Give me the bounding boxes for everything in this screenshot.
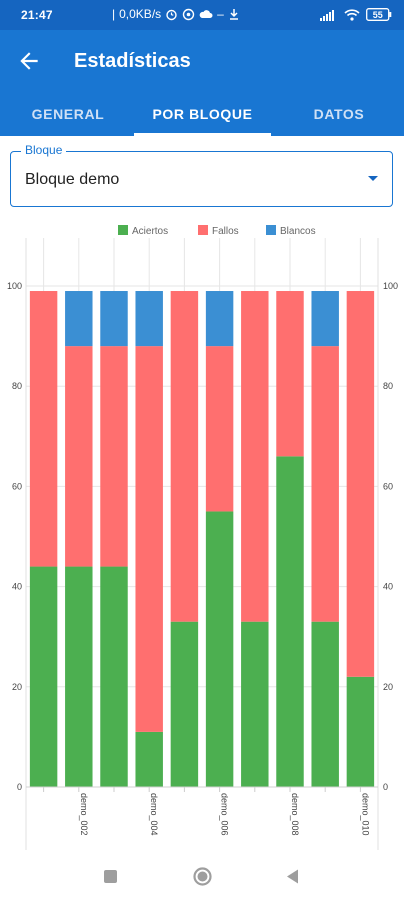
legend-swatch-blancos [266,225,276,235]
legend-label-blancos: Blancos [280,226,316,237]
bar-fallos-demo_008 [276,291,304,457]
bar-aciertos-demo_008 [276,456,304,787]
bar-aciertos-demo_009 [311,621,339,787]
y-tick-left: 40 [12,582,22,592]
svg-text:55: 55 [373,10,383,20]
legend-swatch-aciertos [118,225,128,235]
block-select[interactable]: Bloque Bloque demo [10,143,393,207]
bar-fallos-demo_001 [29,291,58,567]
alarm-icon [166,9,177,20]
bar-aciertos-demo_004 [135,731,163,787]
status-speed: 0,0KB/s [119,7,162,21]
circle-icon[interactable] [193,867,212,886]
bar-blancos-demo_002 [65,291,93,347]
bar-aciertos-demo_006 [205,511,234,787]
chevron-down-icon [368,176,378,181]
page-title: Estadísticas [74,50,191,72]
bar-fallos-demo_009 [311,346,339,622]
y-tick-right: 40 [383,582,393,592]
x-tick-label: demo_004 [149,793,159,836]
legend-label-aciertos: Aciertos [132,226,168,237]
bar-blancos-demo_004 [135,291,163,347]
status-time: 21:47 [21,8,53,22]
bar-fallos-demo_005 [170,291,199,622]
signal-icon [320,9,334,21]
app-bar: Estadísticas [0,30,404,92]
bar-fallos-demo_002 [65,346,93,567]
bar-blancos-demo_009 [311,291,339,347]
bar-aciertos-demo_002 [65,566,93,787]
bar-fallos-demo_003 [100,346,128,567]
arrow-left-icon[interactable] [16,48,42,74]
status-dash: – [217,7,224,21]
block-select-label: Bloque [21,143,67,157]
bar-fallos-demo_007 [241,291,269,622]
x-tick-label: demo_006 [220,793,230,836]
stacked-bar-chart: Aciertos Fallos Blancos 0 0 20 20 40 40 60 60 80 80 1… [7,225,398,850]
status-right-icons: 55 [320,8,392,21]
tab-datos[interactable]: DATOS [313,106,365,122]
y-tick-left: 80 [12,381,22,391]
tab-indicator [134,133,271,136]
x-tick-label: demo_008 [290,793,300,836]
y-tick-right: 0 [383,782,388,792]
status-left-icons: | 0,0KB/s – [112,7,240,21]
bar-aciertos-demo_005 [170,621,199,787]
square-icon[interactable] [104,870,117,883]
whatsapp-icon [182,8,195,20]
bar-aciertos-demo_007 [241,621,269,787]
bar-blancos-demo_006 [205,291,234,347]
wifi-icon [344,8,360,21]
tab-bar: GENERAL POR BLOQUE DATOS [0,92,404,136]
bar-aciertos-demo_001 [29,566,58,787]
y-tick-right: 60 [383,481,393,491]
tab-general[interactable]: GENERAL [31,106,105,122]
y-tick-left: 0 [17,782,22,792]
triangle-back-icon[interactable] [286,869,299,884]
block-select-value: Bloque demo [25,171,120,188]
x-tick-label: demo_002 [79,793,89,836]
nav-bar [0,850,404,900]
battery-icon: 55 [366,8,392,21]
y-tick-right: 20 [383,682,393,692]
status-bar: 21:47 | 0,0KB/s – 55 [0,0,404,30]
download-icon [229,9,238,20]
bar-fallos-demo_010 [346,291,375,677]
legend-swatch-fallos [198,225,208,235]
y-tick-right: 100 [383,281,398,291]
tab-por-bloque[interactable]: POR BLOQUE [134,92,271,136]
y-tick-right: 80 [383,381,393,391]
y-tick-left: 20 [12,682,22,692]
bar-aciertos-demo_003 [100,566,128,787]
y-tick-left: 100 [7,281,22,291]
x-tick-label: demo_010 [360,793,370,836]
bar-fallos-demo_006 [205,346,234,512]
y-tick-left: 60 [12,481,22,491]
cloud-icon [199,10,213,18]
bar-aciertos-demo_010 [346,676,375,787]
bar-fallos-demo_004 [135,346,163,732]
legend-label-fallos: Fallos [212,226,239,237]
bar-blancos-demo_003 [100,291,128,347]
